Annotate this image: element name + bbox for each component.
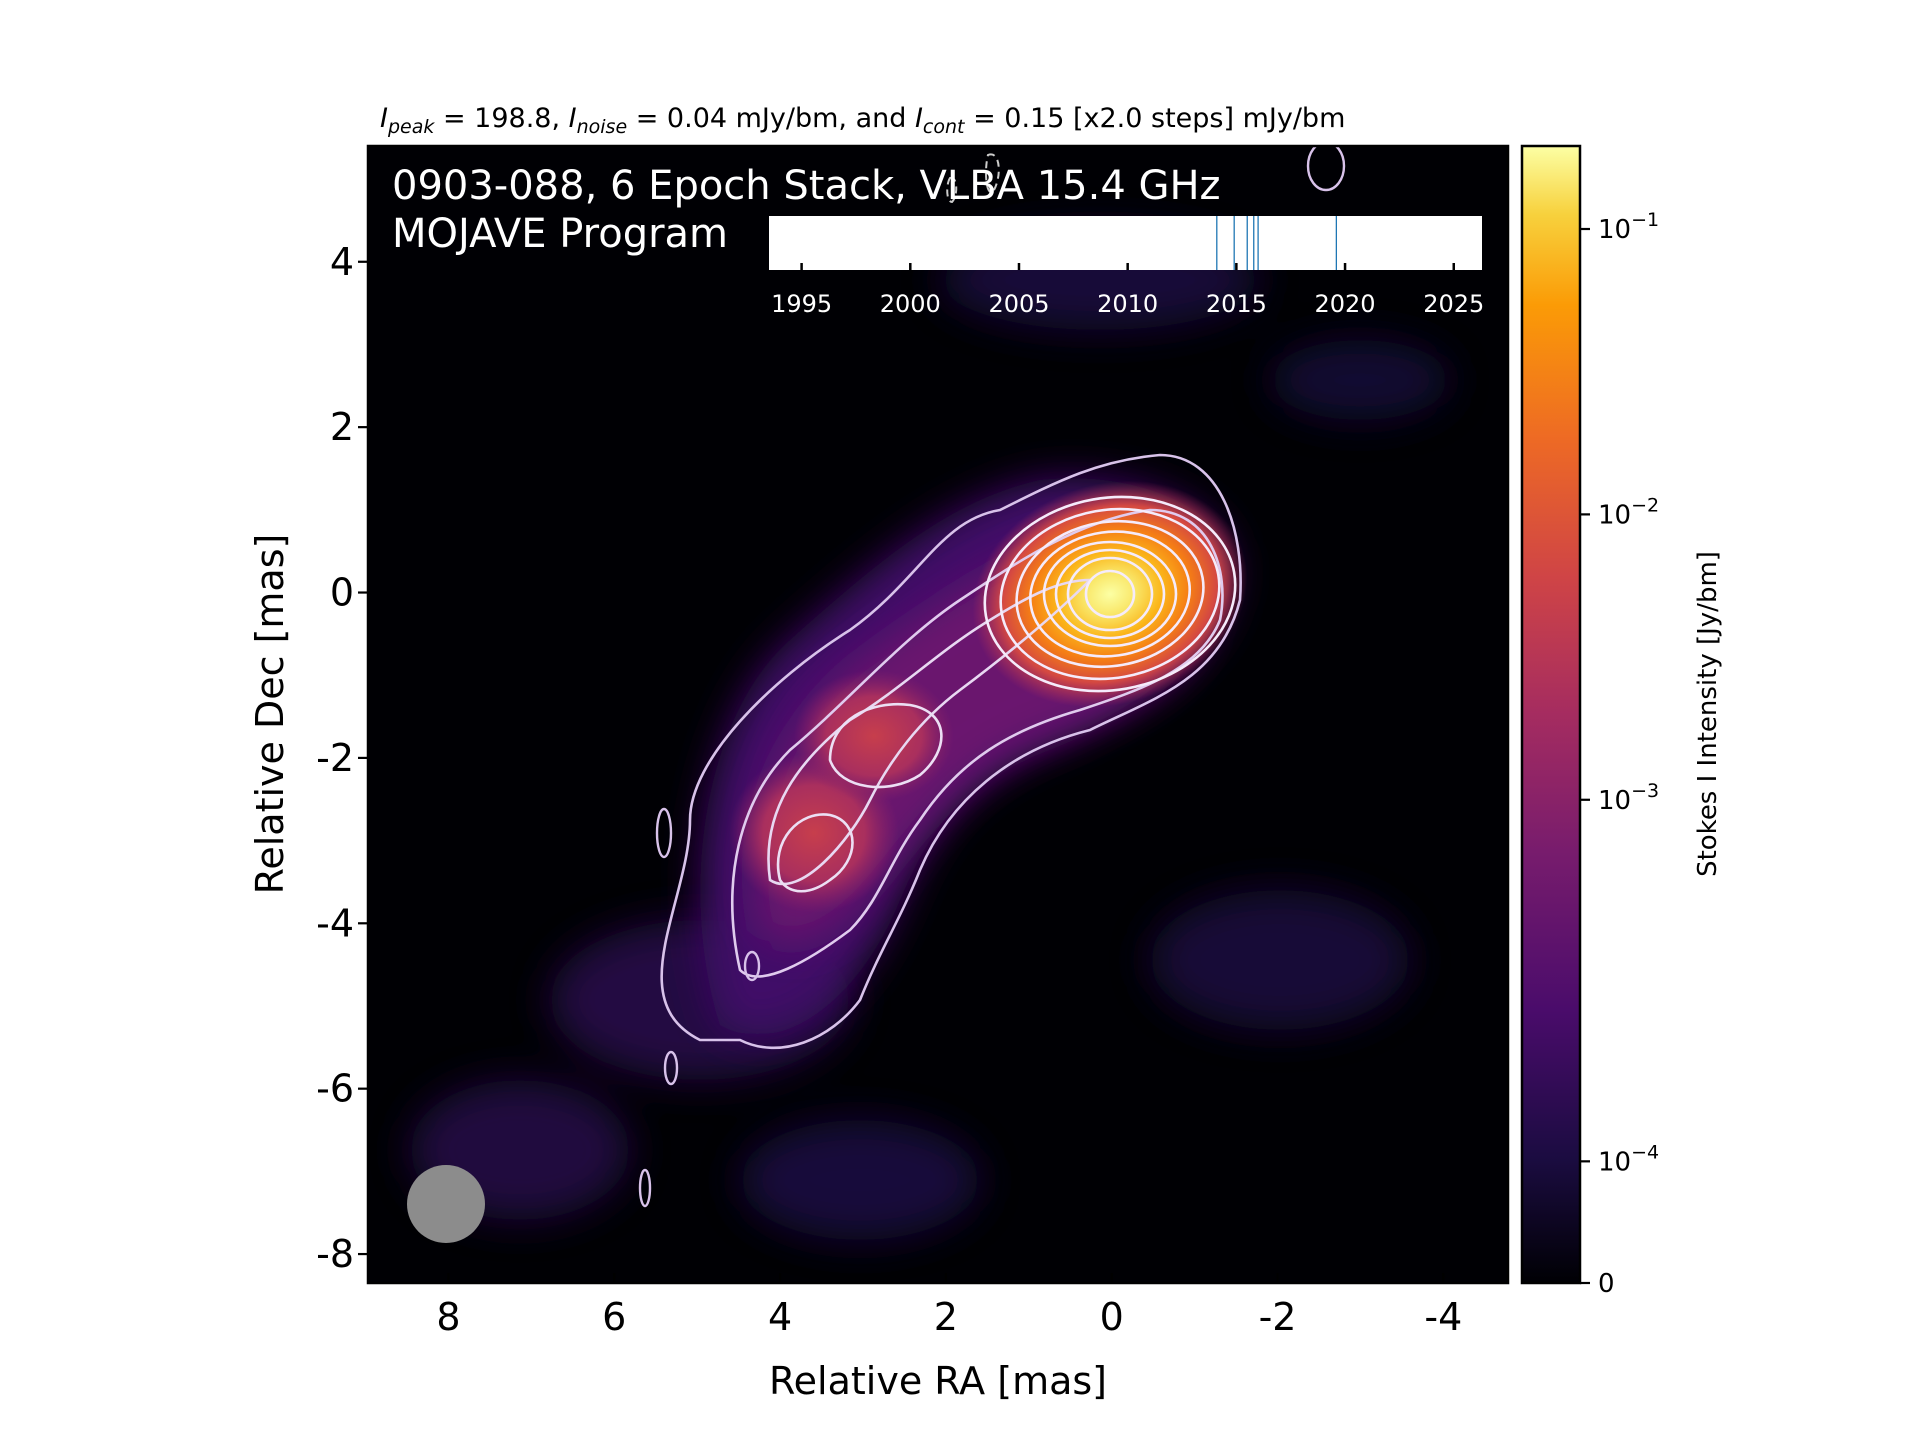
epoch-tick-label: 2025 — [1423, 290, 1484, 318]
x-tick-label: 4 — [768, 1295, 792, 1339]
colorbar-gradient — [1520, 144, 1582, 1285]
x-tick-label: -2 — [1259, 1295, 1297, 1339]
colorbar-tick-label: 10−1 — [1598, 209, 1659, 245]
y-tick-label: 4 — [330, 240, 354, 284]
image-panel: 0903-088, 6 Epoch Stack, VLBA 15.4 GHz M… — [368, 146, 1508, 1283]
epoch-timeline: 1995 2000 2005 2010 2015 2020 2025 — [769, 216, 1484, 318]
y-tick-label: 0 — [330, 571, 354, 615]
jet-knot-inner — [794, 670, 954, 802]
colorbar-tick-label: 0 — [1598, 1269, 1615, 1299]
core-glow — [972, 480, 1248, 708]
source-annotation-line2: MOJAVE Program — [392, 211, 728, 257]
epoch-tick-label: 2015 — [1206, 290, 1267, 318]
epoch-tick-label: 2005 — [988, 290, 1049, 318]
colorbar-tick-label: 10−2 — [1598, 494, 1659, 530]
core-contours — [983, 495, 1237, 693]
colorbar-label: Stokes I Intensity [Jy/bm] — [1693, 551, 1723, 877]
epoch-tick-label: 1995 — [771, 290, 832, 318]
x-tick-label: 2 — [934, 1295, 958, 1339]
x-tick-label: -4 — [1424, 1295, 1462, 1339]
epoch-lines — [1216, 216, 1338, 270]
jet-emission — [700, 478, 1248, 1036]
y-tick-label: -8 — [316, 1232, 354, 1276]
beam-ellipse — [407, 1165, 485, 1243]
noise-contours — [638, 146, 1346, 1208]
y-tick-label: -4 — [316, 901, 354, 945]
epoch-ticks: 1995 2000 2005 2010 2015 2020 2025 — [771, 263, 1484, 318]
negative-contours — [946, 153, 1000, 204]
y-axis-label: Relative Dec [mas] — [248, 534, 292, 895]
x-tick-label: 8 — [436, 1295, 460, 1339]
colorbar-tick-label: 10−4 — [1598, 1141, 1659, 1177]
x-tick-label: 0 — [1100, 1295, 1124, 1339]
y-tick-label: 2 — [330, 405, 354, 449]
y-tick-label: -6 — [316, 1067, 354, 1111]
y-axis-ticks: 4 2 0 -2 -4 -6 -8 — [316, 240, 368, 1276]
colorbar-tick-label: 10−3 — [1598, 780, 1659, 816]
image-frame — [366, 144, 1510, 1285]
x-axis-label: Relative RA [mas] — [769, 1359, 1107, 1403]
epoch-tick-label: 2010 — [1097, 290, 1158, 318]
colorbar: 0 10−4 10−3 10−2 10−1 Stokes I Intensity [Jy… — [1520, 144, 1723, 1299]
x-axis-ticks: 8 6 4 2 0 -2 -4 — [436, 1273, 1462, 1339]
x-tick-label: 6 — [602, 1295, 626, 1339]
epoch-tick-label: 2000 — [880, 290, 941, 318]
chart-title: Ipeak = 198.8, Inoise = 0.04 mJy/bm, and… — [380, 103, 1345, 138]
source-annotation-line1: 0903-088, 6 Epoch Stack, VLBA 15.4 GHz — [392, 163, 1221, 209]
colorbar-ticks: 0 10−4 10−3 10−2 10−1 — [1580, 209, 1659, 1299]
y-tick-label: -2 — [316, 736, 354, 780]
epoch-timeline-box — [769, 216, 1482, 270]
epoch-tick-label: 2020 — [1315, 290, 1376, 318]
faint-noise — [410, 230, 1450, 1240]
